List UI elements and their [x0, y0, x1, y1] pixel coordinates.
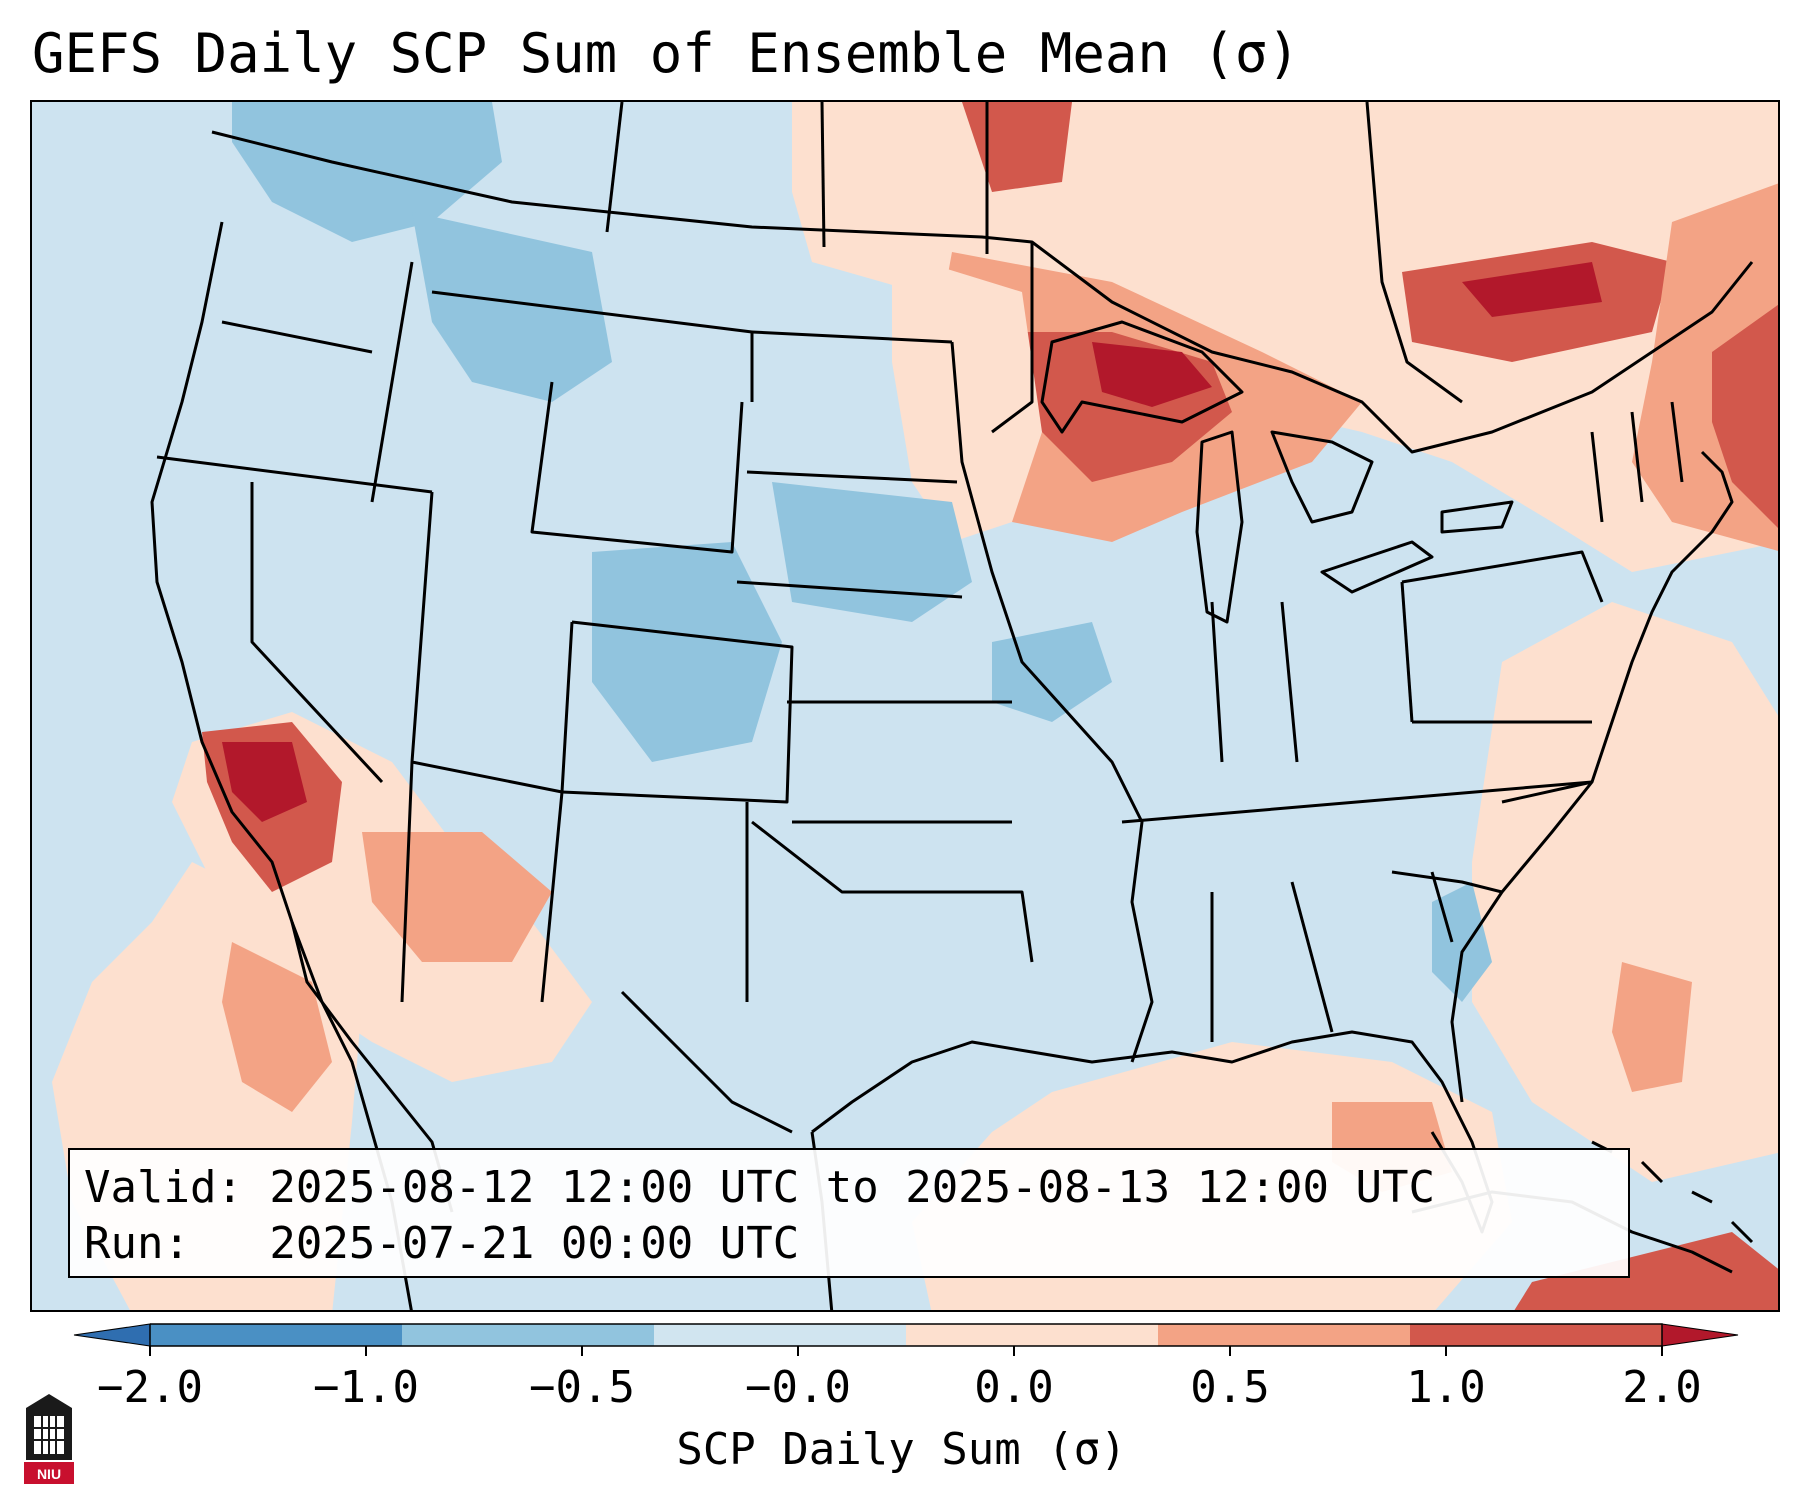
state-border-ok-tx: [751, 820, 1034, 963]
lake-superior: [1040, 320, 1244, 434]
anomaly-region-dakota-west: [792, 102, 992, 252]
state-border-ky-tn: [1121, 780, 1593, 824]
anomaly-region-baja-strong: [222, 942, 332, 1112]
colorbar-under-extension: [73, 1323, 151, 1347]
us-canada-border: [211, 130, 1754, 454]
state-border-ne-states: [1590, 401, 1684, 523]
niu-logo: NIU: [24, 1394, 74, 1484]
state-border-mn-wi: [991, 242, 1034, 434]
lake-ontario: [1440, 500, 1514, 534]
state-border-wa-or: [221, 320, 373, 354]
state-border-or-ca: [156, 455, 433, 494]
state-border-co: [561, 620, 794, 804]
colorbar-bin-0: [150, 1324, 403, 1346]
colorbar-tick-label: −0.0: [745, 1362, 851, 1413]
colorbar-bin-3: [906, 1324, 1159, 1346]
colorbar: [73, 1323, 1739, 1356]
colorbar-bin-1: [402, 1324, 655, 1346]
colorbar-bin-2: [654, 1324, 907, 1346]
anomaly-region-superior-core: [1092, 342, 1212, 407]
colorbar-label: SCP Daily Sum (σ): [676, 1424, 1127, 1475]
anomaly-region-atlantic: [1472, 602, 1778, 1182]
anomaly-region-colorado-blue: [592, 542, 782, 762]
canada-province-line-4: [1365, 102, 1463, 404]
anomaly-region-nebraska-blue: [772, 482, 972, 622]
boundary-lines: [150, 102, 1754, 1310]
state-border-ca-nv: [250, 482, 384, 784]
chart-title: GEFS Daily SCP Sum of Ensemble Mean (σ): [32, 22, 1300, 85]
lake-huron: [1270, 430, 1374, 524]
anomaly-region-caribbean: [1514, 1232, 1778, 1310]
lake-erie: [1320, 540, 1434, 594]
colorbar-tick-label: 0.5: [1190, 1362, 1270, 1413]
anomaly-region-carolina-blue: [1432, 882, 1492, 1002]
lake-michigan: [1195, 430, 1244, 624]
anomaly-region-idaho-blue: [412, 212, 612, 402]
map-panel: [30, 100, 1780, 1312]
colorbar-segments: [73, 1323, 1739, 1356]
anomaly-region-pacific-nw-blue: [232, 102, 502, 242]
state-border-oh: [1400, 581, 1414, 723]
state-border-nd-sd: [746, 330, 958, 484]
colorbar-tick-label: −0.5: [529, 1362, 635, 1413]
state-border-az-nm: [400, 761, 749, 1003]
anomaly-region-iowa-blue: [992, 622, 1112, 722]
colorbar-over-extension: [1661, 1323, 1739, 1347]
map-canvas: [52, 102, 1778, 1310]
run-time-line: Run: 2025-07-21 00:00 UTC: [84, 1218, 800, 1269]
colorbar-bin-4: [1158, 1324, 1411, 1346]
valid-time-line: Valid: 2025-08-12 12:00 UTC to 2025-08-1…: [84, 1162, 1436, 1213]
colorbar-tick-label: −2.0: [97, 1362, 203, 1413]
anomaly-region-maine: [1712, 304, 1778, 528]
state-border-id: [370, 261, 414, 503]
anomaly-region-quebec-core: [1462, 262, 1602, 317]
colorbar-tick-label: 0.0: [974, 1362, 1054, 1413]
state-border-il-in: [1210, 601, 1299, 763]
state-border-ms-al: [1210, 871, 1454, 1042]
state-border-texas-west: [620, 990, 793, 1134]
state-border-mississippi-river: [950, 341, 1154, 1063]
niu-logo-text: NIU: [37, 1466, 61, 1482]
colorbar-tick-label: 2.0: [1622, 1362, 1702, 1413]
anomaly-region-atlantic-strong: [1612, 962, 1692, 1092]
colorbar-tick-label: −1.0: [313, 1362, 419, 1413]
anomaly-region-canada-warm: [792, 102, 1778, 572]
state-border-ne-ks: [736, 580, 1012, 824]
state-border-pa-ny: [1401, 550, 1604, 603]
state-border-wy: [530, 381, 744, 554]
valid-run-info-box: Valid: 2025-08-12 12:00 UTC to 2025-08-1…: [68, 1148, 1630, 1278]
state-border-ga-sc: [1391, 870, 1503, 894]
anomaly-region-minnesota: [892, 252, 1042, 542]
anomaly-region-arizona: [362, 832, 552, 962]
us-west-coast: [150, 221, 413, 1310]
us-east-coast: [1450, 450, 1734, 1103]
canada-province-line-2: [820, 102, 826, 248]
colorbar-tick-label: 1.0: [1406, 1362, 1486, 1413]
bahamas-islands: [1591, 1140, 1754, 1244]
canada-province-line-1: [605, 102, 624, 233]
state-border-va-nc: [1412, 720, 1593, 804]
state-border-ut: [410, 491, 574, 794]
anomaly-region-california-core: [222, 742, 307, 822]
anomaly-region-dakota-strong: [962, 102, 1072, 192]
colorbar-bin-5: [1410, 1324, 1663, 1346]
